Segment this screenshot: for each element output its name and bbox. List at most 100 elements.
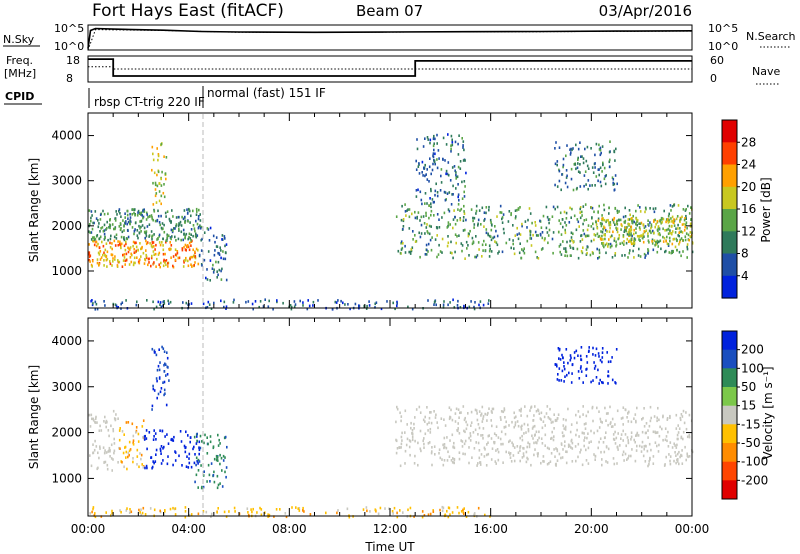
power-colorbar-swatch-6 [722,253,737,277]
noise-series-group [87,27,693,51]
nave-tick-top: 60 [710,54,724,67]
x-axis-title: Time UT [364,540,415,554]
velocity-y-tick-label-2: 3000 [51,380,82,394]
power-colorbar-label-6: 28 [741,135,756,149]
power-colorbar-title: Power [dB] [759,177,773,242]
cpid-segment-1: rbsp CT-trig 220 IF [94,95,205,109]
velocity-colorbar-swatch-0 [722,331,737,351]
power-y-axis-title: Slant Range [km] [27,158,41,262]
power-region-7 [554,140,618,192]
date-label: 03/Apr/2016 [599,2,692,20]
power-region-5 [592,216,694,247]
velocity-colorbar-label-7: -200 [741,473,768,487]
velocity-colorbar-swatch-1 [722,349,737,369]
noise-tick-bottom-right: 10^0 [708,40,738,53]
velocity-region-5 [395,405,694,468]
noise-series-0 [87,27,693,49]
velocity-colorbar-swatch-8 [722,480,737,500]
beam-label: Beam 07 [356,2,423,20]
power-colorbar-swatch-0 [722,120,737,143]
power-region-4 [395,203,694,260]
power-colorbar-swatch-7 [722,275,737,299]
velocity-region-1 [118,419,145,471]
cpid-segment-2: normal (fast) 151 IF [207,86,326,100]
cpid-panel: CPID rbsp CT-trig 220 IF normal (fast) 1… [4,86,326,109]
velocity-colorbar-title: Velocity [m s⁻¹] [761,366,775,459]
power-colorbar-swatch-1 [722,142,737,166]
velocity-region-0 [88,409,120,472]
power-y-axis: 1000 2000 3000 4000 [51,129,692,278]
power-region-2 [151,142,168,206]
velocity-y-axis-title: Slant Range [km] [27,365,41,469]
power-x-ticks [87,113,693,308]
power-scatter-regions [88,133,694,311]
power-colorbar-label-0: 4 [741,269,749,283]
velocity-panel-frame [87,317,693,517]
cpid-label: CPID [5,90,34,103]
velocity-y-tick-label-0: 1000 [51,471,82,485]
velocity-panel: 1000 2000 3000 4000 Slant Range [km] 00:00 0… [27,317,775,554]
noise-right-label: N.Search [746,30,796,43]
x-tick-label-1: 04:00 [171,522,206,536]
x-tick-label-5: 20:00 [574,522,609,536]
frequency-unit-label: [MHz] [4,67,36,80]
power-colorbar-label-5: 24 [741,158,756,172]
velocity-colorbar-label-6: -100 [741,455,768,469]
power-panel-frame [87,112,693,309]
velocity-x-axis: 00:00 04:00 08:00 12:00 16:00 20:00 00:00 [71,318,710,536]
velocity-scatter-regions [88,345,694,519]
velocity-colorbar-swatch-3 [722,387,737,407]
velocity-colorbar-swatch-7 [722,461,737,481]
noise-series-1 [87,29,693,51]
power-region-3 [198,226,228,282]
power-y-tick-label-3: 4000 [51,129,82,143]
velocity-colorbar-label-5: -50 [741,436,761,450]
velocity-colorbar-label-1: 100 [741,361,764,375]
power-colorbar-label-2: 12 [741,224,756,238]
velocity-region-4 [151,345,170,411]
power-region-6 [415,133,467,206]
power-region-0 [88,239,200,269]
power-colorbar: 4 8 12 16 20 24 28 [721,119,756,299]
velocity-region-7 [89,505,491,519]
velocity-colorbar-swatch-4 [722,405,737,425]
power-colorbar-swatch-2 [722,164,737,188]
velocity-region-6 [554,346,618,385]
velocity-colorbar-swatch-2 [722,368,737,388]
noise-panel-frame [87,24,693,51]
velocity-region-3 [193,432,228,490]
power-y-tick-label-0: 1000 [51,264,82,278]
frequency-panel: Freq. [MHz] 18 8 60 0 Nave [4,54,780,85]
velocity-y-tick-label-1: 2000 [51,426,82,440]
frequency-tick-bottom: 8 [66,72,73,85]
nave-tick-bottom: 0 [710,72,717,85]
power-panel: 1000 2000 3000 4000 Slant Range [km] 4 8 12 16… [27,112,773,311]
power-colorbar-label-4: 20 [741,180,756,194]
velocity-region-2 [143,429,201,470]
velocity-colorbar-label-3: 15 [741,399,756,413]
power-colorbar-swatch-5 [722,231,737,255]
power-y-tick-label-1: 2000 [51,219,82,233]
frequency-series-group [88,58,692,77]
velocity-colorbar-label-0: 200 [741,343,764,357]
noise-panel: N.Sky N.Search 10^5 10^0 10^5 10^0 [3,22,796,53]
x-tick-label-6: 00:00 [675,522,710,536]
nave-label: Nave [752,65,780,78]
velocity-colorbar-swatch-6 [722,443,737,463]
station-title: Fort Hays East (fitACF) [92,1,284,21]
noise-left-label: N.Sky [3,33,35,46]
power-colorbar-label-3: 16 [741,202,756,216]
velocity-colorbar-label-4: -15 [741,417,761,431]
velocity-colorbar-label-2: 50 [741,380,756,394]
x-tick-label-0: 00:00 [71,522,106,536]
power-colorbar-label-1: 8 [741,247,749,261]
x-tick-label-3: 12:00 [373,522,408,536]
noise-tick-top-right: 10^5 [708,22,738,35]
frequency-label: Freq. [6,54,33,67]
noise-tick-bottom-left: 10^0 [54,40,84,53]
noise-tick-top-left: 10^5 [54,22,84,35]
velocity-y-tick-label-3: 4000 [51,334,82,348]
power-colorbar-swatch-3 [722,186,737,210]
power-y-tick-label-2: 3000 [51,174,82,188]
x-tick-label-2: 08:00 [272,522,307,536]
